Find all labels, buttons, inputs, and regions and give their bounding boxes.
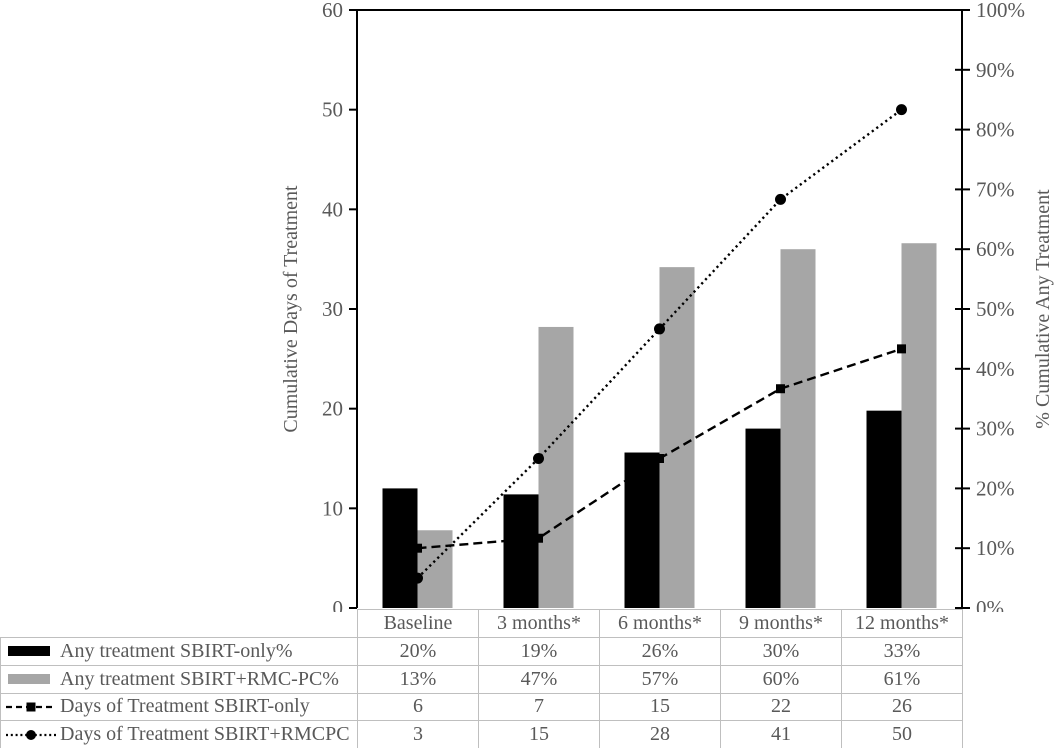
left-tick-label-60: 60 <box>322 0 343 22</box>
table-cell-s2-c3: 22 <box>720 692 842 722</box>
table-cell-s2-c0: 6 <box>357 692 479 722</box>
legend-label: Any treatment SBIRT-only% <box>60 639 293 662</box>
right-tick-label-20%: 20% <box>976 476 1015 500</box>
table-cell-s3-c0: 3 <box>357 720 479 748</box>
legend-bar-swatch-icon <box>8 646 50 657</box>
legend-row-1: Any treatment SBIRT+RMC-PC% <box>0 664 358 694</box>
data-table-with-legend: Baseline 3 months* 6 months* 9 months* 12 mo… <box>0 609 963 748</box>
bar-gray-2 <box>659 267 695 608</box>
table-cell-s3-c3: 41 <box>720 720 842 748</box>
legend-label: Any treatment SBIRT+RMC-PC% <box>60 667 339 690</box>
bar-gray-3 <box>780 249 816 608</box>
chart-data-table: Baseline 3 months* 6 months* 9 months* 12 mo… <box>0 609 963 748</box>
legend-entry: Days of Treatment SBIRT+RMCPC <box>2 723 357 746</box>
left-tick-label-10: 10 <box>322 496 343 520</box>
left-tick-label-30: 30 <box>322 297 343 321</box>
bar-black-4 <box>866 410 902 608</box>
swatch-rect <box>8 646 50 657</box>
legend-label: Days of Treatment SBIRT-only <box>60 695 310 718</box>
marker-square-1 <box>534 533 543 543</box>
chart-plot-area: 0 10 20 30 40 50 60 0% 10% 20% 30% 40% 50% 60% 70% 80% 9… <box>280 0 1054 612</box>
marker-square-3 <box>776 384 785 394</box>
right-tick-label-10%: 10% <box>976 536 1015 560</box>
category-header-3: 9 months* <box>720 609 842 638</box>
category-header-4: 12 months* <box>841 609 963 638</box>
legend-bar-swatch-icon <box>8 674 50 685</box>
swatch-circle-marker <box>26 729 36 740</box>
left-tick-label-0: 0 <box>333 596 344 612</box>
marker-circle-2 <box>654 323 665 335</box>
table-cell-s1-c4: 61% <box>841 664 963 694</box>
left-tick-label-50: 50 <box>322 98 343 122</box>
category-header-0: Baseline <box>357 609 479 638</box>
legend-dotted-circle-icon <box>6 729 56 740</box>
bar-black-0 <box>382 488 418 608</box>
marker-circle-0 <box>412 572 423 584</box>
marker-circle-3 <box>775 193 786 205</box>
category-header-2: 6 months* <box>599 609 721 638</box>
table-cell-s1-c3: 60% <box>720 664 842 694</box>
legend-row-0: Any treatment SBIRT-only% <box>0 637 358 666</box>
right-tick-label-60%: 60% <box>976 237 1015 261</box>
table-cell-s0-c2: 26% <box>599 637 721 666</box>
bar-black-3 <box>745 428 781 608</box>
table-cell-s0-c0: 20% <box>357 637 479 666</box>
right-tick-label-40%: 40% <box>976 357 1015 381</box>
legend-entry: Days of Treatment SBIRT-only <box>2 695 357 718</box>
axes-layer: 0 10 20 30 40 50 60 0% 10% 20% 30% 40% 50% 60% 70% 80% 9… <box>322 0 1025 612</box>
legend-entry: Any treatment SBIRT+RMC-PC% <box>2 667 357 691</box>
table-cell-s3-c4: 50 <box>841 720 963 748</box>
bar-gray-0 <box>417 530 453 608</box>
swatch-rect <box>8 674 50 685</box>
right-tick-label-30%: 30% <box>976 417 1015 441</box>
bars-layer <box>382 243 937 608</box>
legend-entry: Any treatment SBIRT-only% <box>2 639 357 663</box>
swatch-square-marker <box>26 702 36 712</box>
table-cell-s3-c1: 15 <box>478 720 600 748</box>
bar-gray-4 <box>901 243 937 608</box>
marker-circle-4 <box>896 104 907 116</box>
table-cell-s0-c1: 19% <box>478 637 600 666</box>
table-cell-s3-c2: 28 <box>599 720 721 748</box>
table-cell-s0-c4: 33% <box>841 637 963 666</box>
marker-circle-1 <box>533 453 544 464</box>
bar-black-2 <box>624 452 660 608</box>
marker-square-2 <box>655 454 664 463</box>
table-cell-s1-c2: 57% <box>599 664 721 694</box>
legend-row-3: Days of Treatment SBIRT+RMCPC <box>0 720 358 748</box>
right-tick-label-80%: 80% <box>976 118 1015 142</box>
lines-layer <box>412 104 907 584</box>
bar-black-1 <box>503 494 539 608</box>
right-tick-label-0%: 0% <box>976 596 1004 612</box>
table-cell-s2-c2: 15 <box>599 692 721 722</box>
left-tick-label-40: 40 <box>322 197 343 221</box>
bar-gray-1 <box>538 326 574 608</box>
table-cell-s1-c1: 47% <box>478 664 600 694</box>
right-tick-label-100%: 100% <box>976 0 1025 22</box>
table-cell-s1-c0: 13% <box>357 664 479 694</box>
legend-dashed-square-icon <box>6 702 56 712</box>
marker-square-0 <box>413 543 422 553</box>
marker-square-4 <box>897 344 906 354</box>
right-tick-label-50%: 50% <box>976 297 1015 321</box>
left-tick-label-20: 20 <box>322 397 343 421</box>
right-axis-title: % Cumulative Any Treatment <box>1032 189 1054 429</box>
right-tick-label-70%: 70% <box>976 177 1015 201</box>
legend-row-2: Days of Treatment SBIRT-only <box>0 692 358 722</box>
legend-label: Days of Treatment SBIRT+RMCPC <box>60 723 350 746</box>
left-axis-title: Cumulative Days of Treatment <box>280 185 302 433</box>
table-corner-blank <box>1 610 358 638</box>
right-tick-label-90%: 90% <box>976 58 1015 82</box>
table-cell-s2-c1: 7 <box>478 692 600 722</box>
category-header-1: 3 months* <box>478 609 600 638</box>
table-cell-s0-c3: 30% <box>720 637 842 666</box>
table-cell-s2-c4: 26 <box>841 692 963 722</box>
